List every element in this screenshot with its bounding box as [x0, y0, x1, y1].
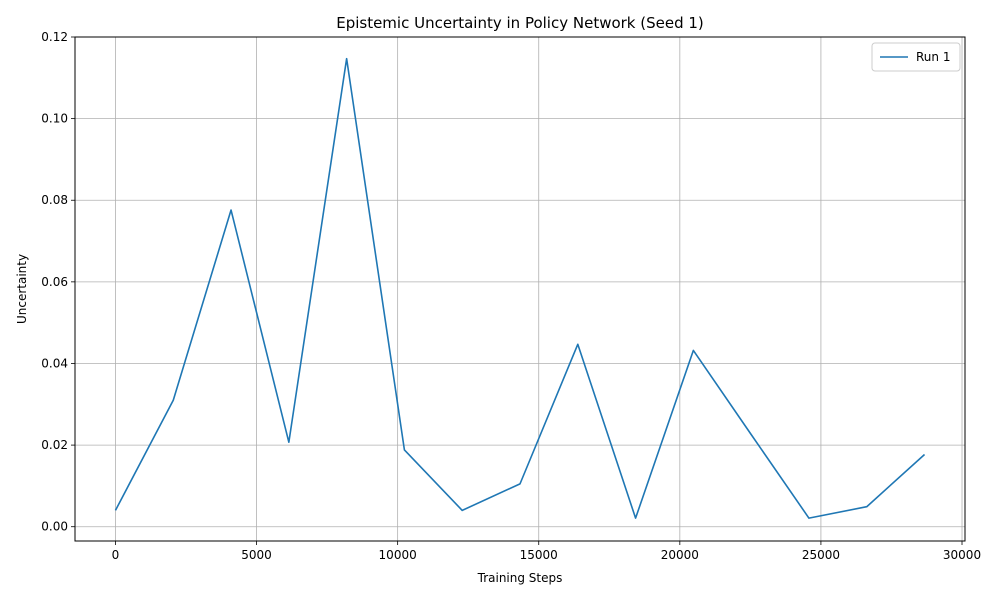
y-axis: 0.00 0.02 0.04 0.06 0.08 0.10 0.12	[41, 30, 75, 534]
x-tick-label: 5000	[241, 548, 272, 562]
y-tick-label: 0.00	[41, 520, 68, 534]
x-tick-label: 30000	[943, 548, 981, 562]
y-tick-label: 0.06	[41, 275, 68, 289]
x-tick-label: 20000	[661, 548, 699, 562]
y-tick-label: 0.04	[41, 356, 68, 370]
y-axis-label: Uncertainty	[15, 254, 29, 324]
x-axis-label: Training Steps	[477, 571, 563, 585]
legend-box	[871, 42, 961, 72]
x-tick-label: 15000	[520, 548, 558, 562]
y-tick-label: 0.08	[41, 193, 68, 207]
legend: Run 1	[871, 42, 961, 72]
y-tick-label: 0.10	[41, 112, 68, 126]
series-layer	[114, 57, 926, 519]
x-tick-label: 25000	[802, 548, 840, 562]
legend-label: Run 1	[916, 50, 950, 64]
x-axis: 0 5000 10000 15000 20000 25000 30000	[112, 541, 981, 562]
chart-title: Epistemic Uncertainty in Policy Network …	[336, 14, 704, 32]
plot-frame	[74, 36, 966, 542]
series-line	[114, 57, 926, 519]
x-tick-label: 10000	[379, 548, 417, 562]
x-tick-label: 0	[112, 548, 120, 562]
y-tick-label: 0.02	[41, 438, 68, 452]
y-tick-label: 0.12	[41, 30, 68, 44]
